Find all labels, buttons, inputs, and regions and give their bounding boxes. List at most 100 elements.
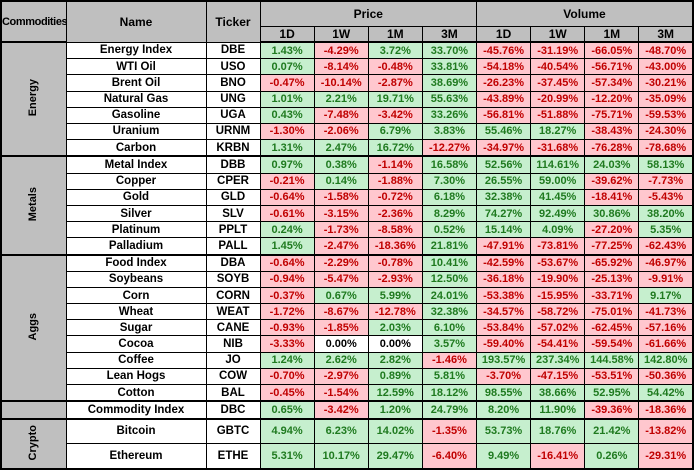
price-cell-1d: -0.70% <box>259 367 315 385</box>
volume-cell-1d: -36.18% <box>475 270 532 288</box>
group-label-blank <box>0 400 67 420</box>
table-row: Corn CORN -0.37% 0.67% 5.99% 24.01% -53.38% -15… <box>1 286 694 305</box>
commodity-ticker: WEAT <box>205 303 261 321</box>
price-cell-1w: -2.47% <box>313 237 369 256</box>
price-cell-1d: 1.01% <box>259 90 315 108</box>
commodity-name: Bitcoin <box>65 418 207 445</box>
volume-cell-3m: -24.30% <box>638 122 694 141</box>
volume-cell-1m: 30.86% <box>584 204 640 223</box>
volume-cell-1w: 92.49% <box>530 204 586 223</box>
price-cell-3m: 6.18% <box>421 188 478 206</box>
price-cell-3m: -12.27% <box>421 139 478 158</box>
price-cell-1d: -0.64% <box>259 254 315 272</box>
price-cell-1d: -0.93% <box>259 319 315 337</box>
price-cell-1m: 29.47% <box>367 443 423 470</box>
price-cell-1m: 2.03% <box>367 319 423 337</box>
price-cell-1w: 6.23% <box>313 418 369 445</box>
volume-cell-3m: -30.21% <box>638 74 694 92</box>
table-row: Wheat WEAT -1.72% -8.67% -12.78% 32.38% -34.57… <box>1 303 694 321</box>
table-row: WTI Oil USO 0.07% -8.14% -0.48% 33.81% -54.18%… <box>1 58 694 76</box>
volume-cell-1d: 193.57% <box>475 351 532 369</box>
price-cell-1w: 2.21% <box>313 90 369 108</box>
price-cell-1w: -1.58% <box>313 188 369 206</box>
table-row: Cocoa NIB -3.33% 0.00% 0.00% 3.57% -59.40% -54.… <box>1 335 694 353</box>
table-row: Sugar CANE -0.93% -1.85% 2.03% 6.10% -53.84% -5… <box>1 319 694 337</box>
volume-cell-1w: 11.90% <box>530 400 586 420</box>
group-label-energy: Energy <box>0 40 67 158</box>
commodity-ticker: PPLT <box>205 221 261 239</box>
price-cell-1d: -1.72% <box>259 303 315 321</box>
volume-cell-1w: 41.45% <box>530 188 586 206</box>
price-cell-1w: -3.42% <box>313 400 369 420</box>
price-cell-1d: 5.31% <box>259 443 315 470</box>
commodity-name: Natural Gas <box>65 90 207 108</box>
price-cell-1w: 2.47% <box>313 139 369 158</box>
volume-cell-1m: -12.20% <box>584 90 640 108</box>
price-cell-1d: 0.43% <box>259 106 315 124</box>
table-body: Energy Energy Index DBE 1.43% -4.29% 3.72% 33.… <box>0 40 694 470</box>
volume-cell-3m: -29.31% <box>638 443 694 470</box>
price-cell-1m: -0.72% <box>367 188 423 206</box>
price-cell-1m: -2.36% <box>367 204 423 223</box>
price-cell-3m: 32.38% <box>421 303 478 321</box>
price-cell-3m: 33.70% <box>421 41 478 60</box>
price-cell-1w: -8.67% <box>313 303 369 321</box>
price-cell-1m: 2.82% <box>367 351 423 369</box>
volume-cell-1d: -26.23% <box>475 74 532 92</box>
volume-cell-1w: -40.54% <box>530 58 586 76</box>
column-header-price-1d: 1D <box>259 25 315 43</box>
price-cell-3m: 21.81% <box>421 237 478 256</box>
column-header-volume-3m: 3M <box>638 25 694 43</box>
column-header-volume-1w: 1W <box>530 25 586 43</box>
price-cell-3m: 33.81% <box>421 58 478 76</box>
table-row: Crypto Bitcoin GBTC 4.94% 6.23% 14.02% -1.35% 5… <box>0 417 694 470</box>
commodity-ticker: DBB <box>205 155 261 174</box>
price-cell-1w: -7.48% <box>313 106 369 124</box>
commodity-ticker: NIB <box>205 335 261 353</box>
price-cell-3m: 24.01% <box>421 286 478 305</box>
price-cell-1d: 1.43% <box>259 41 315 60</box>
volume-cell-1m: -56.71% <box>584 58 640 76</box>
volume-cell-3m: -78.68% <box>638 139 694 158</box>
commodity-name: Platinum <box>65 221 207 239</box>
table-row: Soybeans SOYB -0.94% -5.47% -2.93% 12.50% -36.… <box>1 270 694 288</box>
commodity-ticker: URNM <box>205 122 261 141</box>
commodity-ticker: SLV <box>205 204 261 223</box>
commodity-name: Cotton <box>65 383 207 403</box>
volume-cell-1m: -53.51% <box>584 367 640 385</box>
volume-cell-1w: -53.67% <box>530 254 586 272</box>
volume-cell-3m: -35.09% <box>638 90 694 108</box>
volume-cell-1d: -54.18% <box>475 58 532 76</box>
price-cell-1d: 1.31% <box>259 139 315 158</box>
volume-cell-1m: -65.92% <box>584 254 640 272</box>
volume-cell-3m: -41.73% <box>638 303 694 321</box>
commodity-name: Corn <box>65 286 207 305</box>
price-cell-1d: 4.94% <box>259 418 315 445</box>
top-header-row: Commodities Name Ticker Price Volume <box>0 0 694 43</box>
volume-cell-1d: -53.84% <box>475 319 532 337</box>
commodity-name: Brent Oil <box>65 74 207 92</box>
table-row: Coffee JO 1.24% 2.62% 2.82% -1.46% 193.57% 237.… <box>1 351 694 369</box>
price-cell-1m: 5.99% <box>367 286 423 305</box>
volume-cell-3m: -61.66% <box>638 335 694 353</box>
price-cell-1w: 0.14% <box>313 172 369 190</box>
table-row: Uranium URNM -1.30% -2.06% 6.79% 3.83% 55.46% 1… <box>1 122 694 141</box>
price-cell-1m: -1.88% <box>367 172 423 190</box>
table-row: Aggs Food Index DBA -0.64% -2.29% -0.78% 10.41… <box>0 253 694 403</box>
price-cell-1d: -0.45% <box>259 383 315 403</box>
price-cell-3m: 24.79% <box>421 400 478 420</box>
price-cell-1w: -1.54% <box>313 383 369 403</box>
price-cell-1d: 1.45% <box>259 237 315 256</box>
price-cell-1m: -8.58% <box>367 221 423 239</box>
commodity-ticker: JO <box>205 351 261 369</box>
price-cell-1w: 0.67% <box>313 286 369 305</box>
volume-cell-1d: 15.14% <box>475 221 532 239</box>
table-row: Energy Energy Index DBE 1.43% -4.29% 3.72% 33.… <box>0 40 694 158</box>
price-cell-1m: -3.42% <box>367 106 423 124</box>
volume-cell-1d: 74.27% <box>475 204 532 223</box>
price-cell-1d: 0.65% <box>259 400 315 420</box>
table-row: Palladium PALL 1.45% -2.47% -18.36% 21.81% -47… <box>1 237 694 256</box>
volume-cell-1m: -59.54% <box>584 335 640 353</box>
price-cell-3m: 8.29% <box>421 204 478 223</box>
